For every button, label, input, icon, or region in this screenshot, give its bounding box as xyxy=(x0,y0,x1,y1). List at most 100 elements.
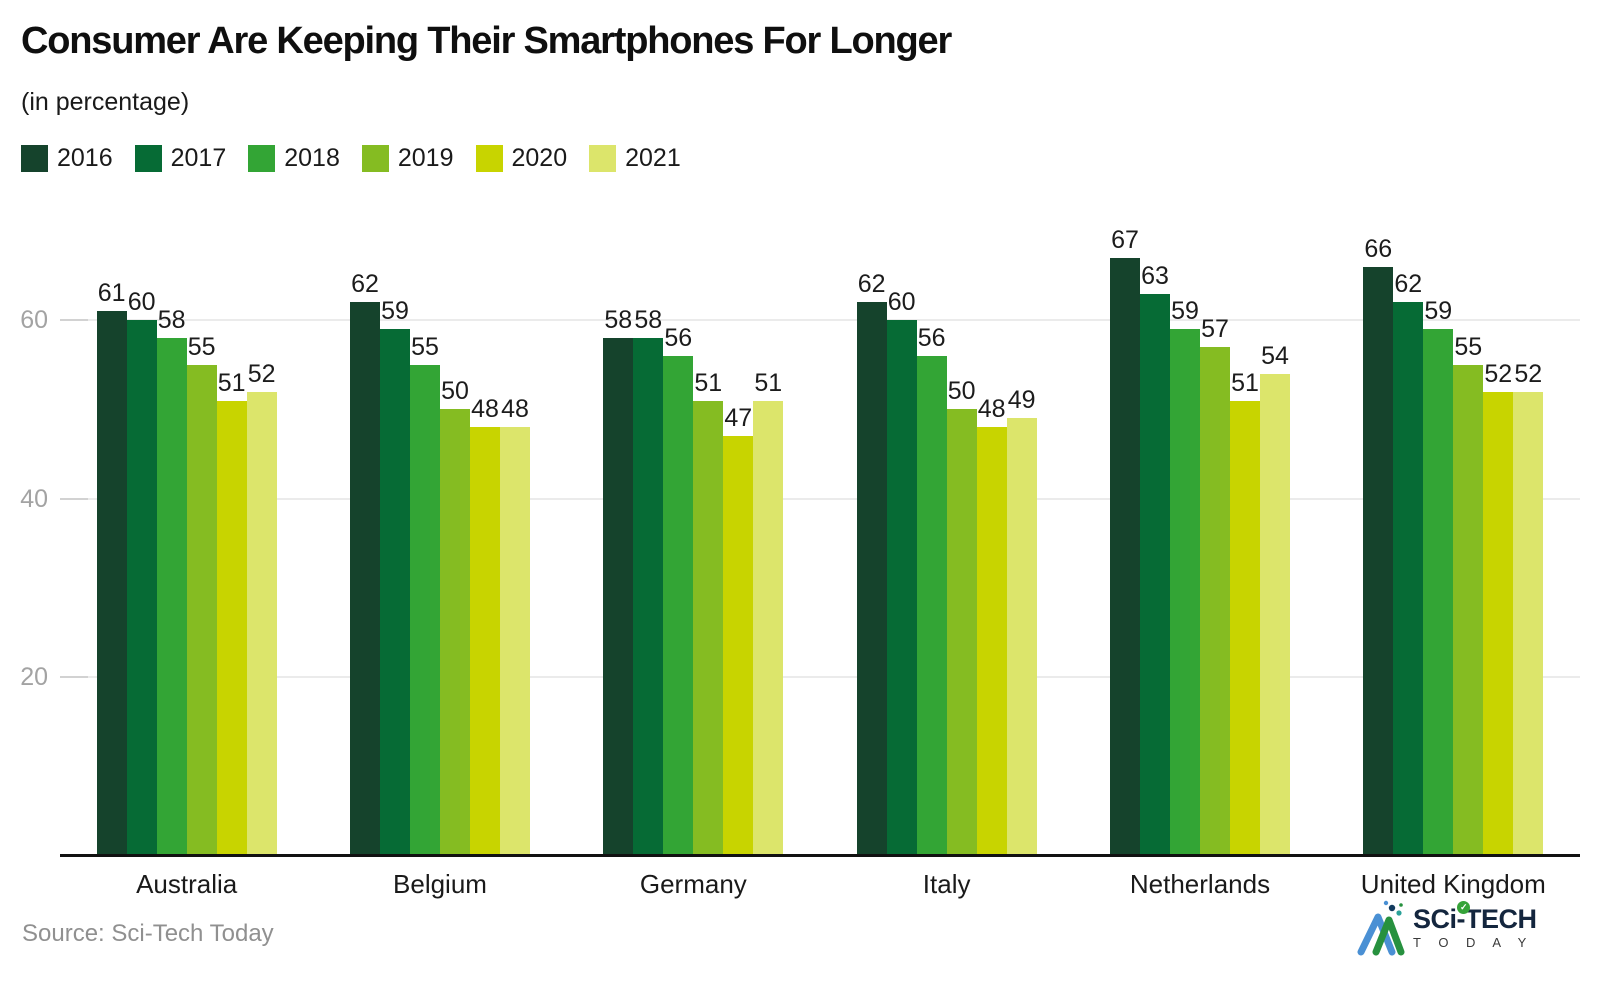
bar-value-label: 52 xyxy=(1484,359,1513,388)
bar-value-label: 49 xyxy=(1007,386,1036,415)
bar-2018-australia: 58 xyxy=(156,308,187,855)
bar-2016-united-kingdom: 66 xyxy=(1363,236,1394,855)
bar-2017-belgium: 59 xyxy=(379,299,410,855)
bar-2016-italy: 62 xyxy=(856,272,887,855)
source-caption: Source: Sci-Tech Today xyxy=(22,920,274,947)
bar-value-label: 47 xyxy=(724,404,753,433)
bar-2019-italy: 50 xyxy=(946,379,977,855)
gridline xyxy=(60,319,1580,322)
bar-value-label: 55 xyxy=(411,332,439,361)
bar-value-label: 56 xyxy=(664,323,693,352)
bar-2018-germany: 56 xyxy=(663,325,694,855)
bar-value-label: 48 xyxy=(471,395,499,424)
bar-2020-belgium: 48 xyxy=(469,397,500,855)
bar-group-slot: 61 60 58 55 51 52 xyxy=(60,200,313,855)
bar-value-label: 54 xyxy=(1261,341,1289,370)
bar-value-label: 57 xyxy=(1201,315,1229,344)
bar-group: 58 58 56 51 47 51 xyxy=(603,308,784,855)
bar-group-slot: 62 59 55 50 48 48 xyxy=(313,200,566,855)
bar-2021-germany: 51 xyxy=(753,370,784,855)
bar-value-label: 51 xyxy=(754,368,783,397)
plot-area: 20 40 60 61 60 58 55 51 52 62 59 55 50 48 48 58 58 56 51 4… xyxy=(20,200,1580,857)
legend-label: 2019 xyxy=(397,144,454,172)
bar-2018-belgium: 55 xyxy=(409,334,440,855)
legend-swatch-icon xyxy=(589,145,617,172)
bar-2016-australia: 61 xyxy=(96,281,127,855)
bar-2020-united-kingdom: 52 xyxy=(1483,361,1514,855)
legend-item-2020: 2020 xyxy=(475,144,568,173)
bar-2021-netherlands: 54 xyxy=(1259,343,1290,855)
bar-group: 61 60 58 55 51 52 xyxy=(96,281,277,855)
axis-tick xyxy=(60,319,88,322)
bar-value-label: 67 xyxy=(1111,225,1139,254)
bars-layer: 61 60 58 55 51 52 62 59 55 50 48 48 58 58 56 51 47 51 62 60… xyxy=(60,200,1580,855)
bar-value-label: 59 xyxy=(1424,297,1453,326)
bar-2016-netherlands: 67 xyxy=(1109,227,1140,855)
bar-value-label: 52 xyxy=(1514,359,1543,388)
bar-value-label: 59 xyxy=(1171,297,1199,326)
bar-2020-australia: 51 xyxy=(216,370,247,855)
bar-value-label: 59 xyxy=(381,297,409,326)
bar-value-label: 61 xyxy=(97,279,126,308)
bar-group: 62 60 56 50 48 49 xyxy=(856,272,1037,855)
bar-value-label: 58 xyxy=(604,306,633,335)
bar-value-label: 60 xyxy=(887,288,916,317)
bar-value-label: 55 xyxy=(1454,332,1483,361)
bar-2020-italy: 48 xyxy=(976,397,1007,855)
legend-item-2018: 2018 xyxy=(248,144,340,173)
bar-2017-united-kingdom: 62 xyxy=(1393,272,1424,855)
bar-value-label: 60 xyxy=(127,288,156,317)
bar-group-slot: 58 58 56 51 47 51 xyxy=(567,200,820,855)
bar-value-label: 51 xyxy=(217,368,246,397)
bar-2021-united-kingdom: 52 xyxy=(1513,361,1544,855)
legend-item-2016: 2016 xyxy=(21,144,113,173)
bar-value-label: 62 xyxy=(351,270,379,299)
bar-2017-italy: 60 xyxy=(886,290,917,855)
category-label: Italy xyxy=(922,869,971,899)
logo-check-icon: ✓ xyxy=(1457,900,1470,914)
logo-subtext: T O D A Y xyxy=(1413,934,1534,950)
bar-2017-netherlands: 63 xyxy=(1139,263,1170,855)
y-axis-tick-label: 60 xyxy=(20,306,48,335)
bar-value-label: 56 xyxy=(917,323,946,352)
logo-mountain-icon xyxy=(1357,900,1405,956)
gridline xyxy=(60,497,1580,500)
bar-2020-germany: 47 xyxy=(723,406,754,855)
bar-value-label: 66 xyxy=(1364,234,1393,263)
bar-value-label: 51 xyxy=(1231,368,1259,397)
bar-2017-australia: 60 xyxy=(126,290,157,855)
legend-label: 2018 xyxy=(284,144,340,172)
bar-2017-germany: 58 xyxy=(633,308,664,855)
logo-line1-text: SCi-TECH xyxy=(1413,903,1537,934)
bar-2020-netherlands: 51 xyxy=(1229,370,1260,855)
bar-2016-belgium: 62 xyxy=(349,272,380,855)
bar-2021-australia: 52 xyxy=(246,361,277,855)
logo-wordmark: SCi-TECH ✓ xyxy=(1413,900,1537,934)
bar-2019-united-kingdom: 55 xyxy=(1453,334,1484,855)
bar-2018-netherlands: 59 xyxy=(1169,299,1200,855)
legend-label: 2021 xyxy=(625,144,681,172)
legend: 2016 2017 2018 2019 2020 2021 xyxy=(21,144,681,173)
legend-swatch-icon xyxy=(475,145,503,172)
bar-value-label: 48 xyxy=(977,395,1006,424)
bar-group: 62 59 55 50 48 48 xyxy=(349,272,530,855)
bar-value-label: 50 xyxy=(947,377,976,406)
bar-value-label: 48 xyxy=(501,395,529,424)
chart-title: Consumer Are Keeping Their Smartphones F… xyxy=(21,20,952,62)
chart-subtitle: (in percentage) xyxy=(21,88,190,116)
category-label: Germany xyxy=(639,869,747,899)
legend-label: 2020 xyxy=(511,144,568,172)
category-label: Belgium xyxy=(393,869,487,899)
bar-value-label: 58 xyxy=(157,306,186,335)
legend-swatch-icon xyxy=(248,145,276,172)
bar-value-label: 62 xyxy=(1394,270,1423,299)
bar-2019-australia: 55 xyxy=(186,334,217,855)
category-label: Australia xyxy=(136,869,238,899)
bar-value-label: 52 xyxy=(247,359,276,388)
legend-label: 2017 xyxy=(170,144,227,172)
bar-2021-italy: 49 xyxy=(1006,388,1037,855)
gridline xyxy=(60,675,1580,678)
bar-group: 67 63 59 57 51 54 xyxy=(1109,227,1290,855)
y-axis-tick-label: 40 xyxy=(20,484,48,513)
